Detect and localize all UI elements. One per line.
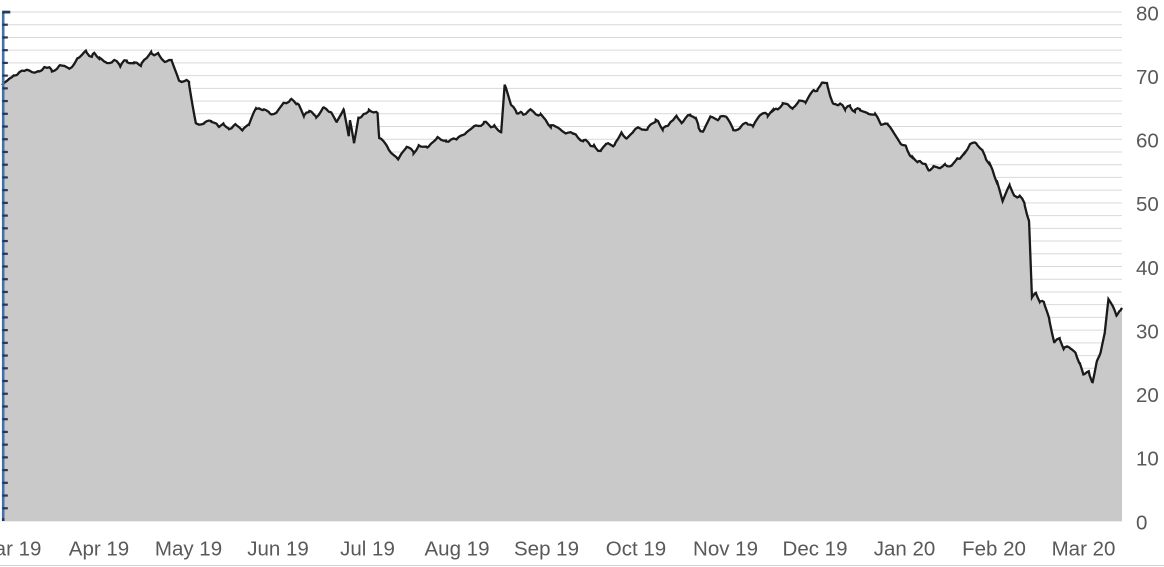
svg-text:Dec 19: Dec 19 [783, 537, 848, 560]
svg-text:Nov 19: Nov 19 [693, 537, 758, 560]
svg-text:Aug 19: Aug 19 [425, 537, 490, 560]
svg-text:May 19: May 19 [155, 537, 222, 560]
svg-text:10: 10 [1136, 448, 1159, 471]
svg-text:0: 0 [1136, 511, 1147, 534]
svg-text:Mar 19: Mar 19 [0, 537, 41, 560]
svg-text:Apr 19: Apr 19 [69, 537, 129, 560]
svg-text:Jan 20: Jan 20 [874, 537, 936, 560]
svg-text:Mar 20: Mar 20 [1052, 537, 1116, 560]
svg-text:30: 30 [1136, 320, 1159, 343]
svg-text:80: 80 [1136, 2, 1159, 25]
svg-text:60: 60 [1136, 130, 1159, 153]
svg-text:Jun 19: Jun 19 [247, 537, 309, 560]
svg-text:40: 40 [1136, 257, 1159, 280]
svg-text:70: 70 [1136, 66, 1159, 89]
svg-text:20: 20 [1136, 384, 1159, 407]
svg-text:Oct 19: Oct 19 [606, 537, 666, 560]
svg-text:Jul 19: Jul 19 [340, 537, 395, 560]
svg-text:Sep 19: Sep 19 [514, 537, 579, 560]
svg-text:50: 50 [1136, 193, 1159, 216]
svg-text:Feb 20: Feb 20 [962, 537, 1026, 560]
